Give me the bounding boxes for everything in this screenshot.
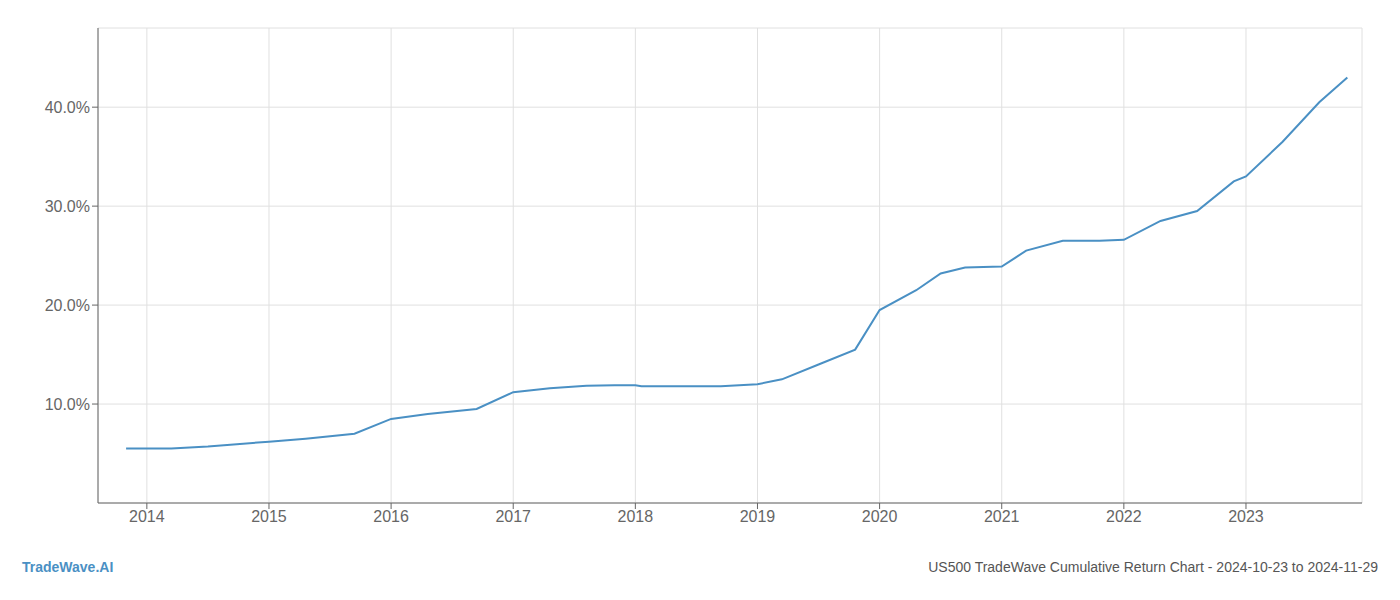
svg-text:2015: 2015 [251, 508, 287, 525]
svg-text:30.0%: 30.0% [45, 198, 90, 215]
svg-text:2022: 2022 [1106, 508, 1142, 525]
html-text:TradeWave.AI: TradeWave.AI [22, 559, 114, 575]
svg-text:2021: 2021 [984, 508, 1020, 525]
svg-text:2017: 2017 [495, 508, 531, 525]
svg-text:2018: 2018 [618, 508, 654, 525]
svg-text:2020: 2020 [862, 508, 898, 525]
svg-text:2014: 2014 [129, 508, 165, 525]
svg-text:2023: 2023 [1228, 508, 1264, 525]
svg-text:40.0%: 40.0% [45, 99, 90, 116]
html-text:US500 TradeWave Cumulative Ret: US500 TradeWave Cumulative Return Chart … [928, 559, 1378, 575]
svg-text:2016: 2016 [373, 508, 409, 525]
svg-text:2019: 2019 [740, 508, 776, 525]
svg-text:20.0%: 20.0% [45, 297, 90, 314]
svg-text:10.0%: 10.0% [45, 396, 90, 413]
